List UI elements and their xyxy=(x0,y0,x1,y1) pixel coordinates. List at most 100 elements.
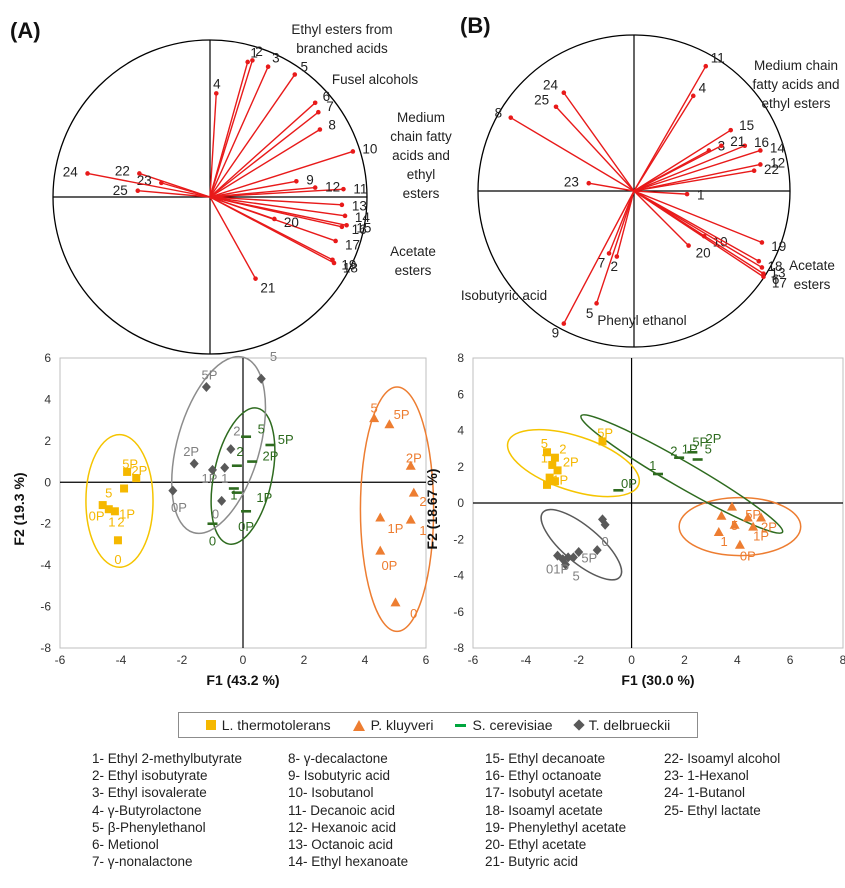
loading-label: 25 xyxy=(534,92,549,107)
loading-point xyxy=(292,72,298,77)
loading-point xyxy=(690,93,696,99)
point-label: 0 xyxy=(410,606,417,621)
data-point-triangle xyxy=(742,512,753,522)
loading-point xyxy=(135,188,141,194)
loading-vector xyxy=(633,190,764,278)
panel-b-label: (B) xyxy=(460,13,491,38)
compound-entry: 18- Isoamyl acetate xyxy=(485,802,603,818)
loading-label: 13 xyxy=(352,198,367,213)
data-point-dash xyxy=(231,491,242,494)
data-point-square xyxy=(113,536,122,545)
loading-label: 1 xyxy=(250,45,258,60)
loading-vector xyxy=(209,196,275,220)
point-label: 2 xyxy=(236,444,243,459)
loading-label: 22 xyxy=(115,163,130,178)
data-point-dash xyxy=(241,435,252,439)
loading-point xyxy=(341,186,346,192)
data-point-triangle xyxy=(375,512,386,522)
compound-column: 15- Ethyl decanoate 16- Ethyl octanoate … xyxy=(485,750,626,870)
compound-entry: 22- Isoamyl alcohol xyxy=(664,751,781,766)
loading-vector xyxy=(209,60,254,198)
y-tick-label: 6 xyxy=(457,387,464,401)
data-point-diamond xyxy=(561,559,570,570)
loading-label: 4 xyxy=(213,76,221,91)
point-label: 5P xyxy=(692,434,708,449)
loading-label: 24 xyxy=(63,165,79,180)
loading-point xyxy=(508,115,514,120)
x-axis-title: F1 (43.2 %) xyxy=(206,672,279,688)
loading-label: 14 xyxy=(770,140,786,155)
compound-entry: 19- Phenylethyl acetate xyxy=(485,819,627,835)
loading-point xyxy=(339,202,345,208)
point-label: 1P xyxy=(682,442,698,457)
loading-vector xyxy=(633,65,707,192)
y-tick-label: -6 xyxy=(40,600,51,614)
loading-point xyxy=(342,213,348,219)
loading-vector xyxy=(209,196,333,261)
point-label: 5P xyxy=(394,407,410,422)
y-tick-label: 0 xyxy=(44,475,51,489)
data-point-square xyxy=(553,466,562,475)
loading-point xyxy=(742,143,748,149)
compound-entry: 7- γ-nonalactone xyxy=(92,854,193,870)
point-label: 2 xyxy=(117,515,124,530)
data-point-triangle xyxy=(748,521,759,531)
data-point-diamond xyxy=(226,444,236,455)
loading-point xyxy=(728,127,734,133)
confidence-ellipse xyxy=(359,386,435,633)
group-label: Ethyl esters from branched acids xyxy=(291,22,392,56)
loading-circle-a: 12 34567891011121314151617181920212223242… xyxy=(52,22,452,355)
loading-point xyxy=(312,100,318,106)
point-label: 5 xyxy=(541,436,548,451)
point-label: 1P xyxy=(256,490,272,505)
point-label: 2P xyxy=(563,454,579,469)
loading-label: 5 xyxy=(300,59,308,74)
loading-point xyxy=(253,276,258,281)
loading-point xyxy=(614,254,620,259)
loading-label: 7 xyxy=(326,99,334,114)
loading-label: 14 xyxy=(355,210,371,225)
compound-column: 22- Isoamyl alcohol 23- 1-Hexanol 24- 1-… xyxy=(664,750,780,819)
point-label: 5 xyxy=(705,442,712,457)
data-point-triangle xyxy=(375,545,386,555)
group-label: Isobutyric acid xyxy=(461,288,547,303)
loading-vector xyxy=(633,190,688,195)
compound-entry: 2- Ethyl isobutyrate xyxy=(92,768,208,784)
loading-point xyxy=(751,168,757,174)
legend-label: L. thermotolerans xyxy=(221,717,331,733)
confidence-ellipse xyxy=(506,428,641,498)
point-label: 2 xyxy=(559,442,566,457)
loading-vector xyxy=(555,106,635,192)
loading-point xyxy=(594,301,599,306)
data-point-square xyxy=(543,480,551,489)
loading-vector xyxy=(616,190,635,257)
point-label: 2P xyxy=(706,431,722,446)
data-point-triangle xyxy=(734,539,745,549)
loading-point xyxy=(553,104,559,110)
data-point-dash xyxy=(241,509,252,513)
compound-entry: 23- 1-Hexanol xyxy=(664,768,749,784)
loading-label: 9 xyxy=(306,173,314,188)
loading-vector xyxy=(209,186,316,198)
loading-point xyxy=(758,162,763,167)
loading-label: 1 xyxy=(697,188,705,203)
point-label: 1 xyxy=(720,534,727,549)
data-point-diamond xyxy=(217,495,227,506)
loading-label: 15 xyxy=(739,118,754,133)
loading-vector xyxy=(633,163,761,192)
data-point-triangle xyxy=(729,519,740,529)
loading-label: 19 xyxy=(341,257,356,272)
y-axis-title: F2 (18.67 %) xyxy=(424,469,440,550)
loading-point xyxy=(719,143,724,149)
point-label: 1 xyxy=(649,458,656,473)
loading-label: 25 xyxy=(113,183,128,198)
loading-point xyxy=(339,224,345,230)
loading-point xyxy=(330,257,335,263)
point-label: 0P xyxy=(171,500,187,515)
data-point-triangle xyxy=(384,419,395,429)
panel-a-label: (A) xyxy=(10,18,41,43)
data-point-triangle xyxy=(405,460,416,470)
loading-vector xyxy=(633,170,755,192)
y-axis-title: F2 (19.3 %) xyxy=(11,472,27,545)
data-point-diamond xyxy=(553,550,563,561)
